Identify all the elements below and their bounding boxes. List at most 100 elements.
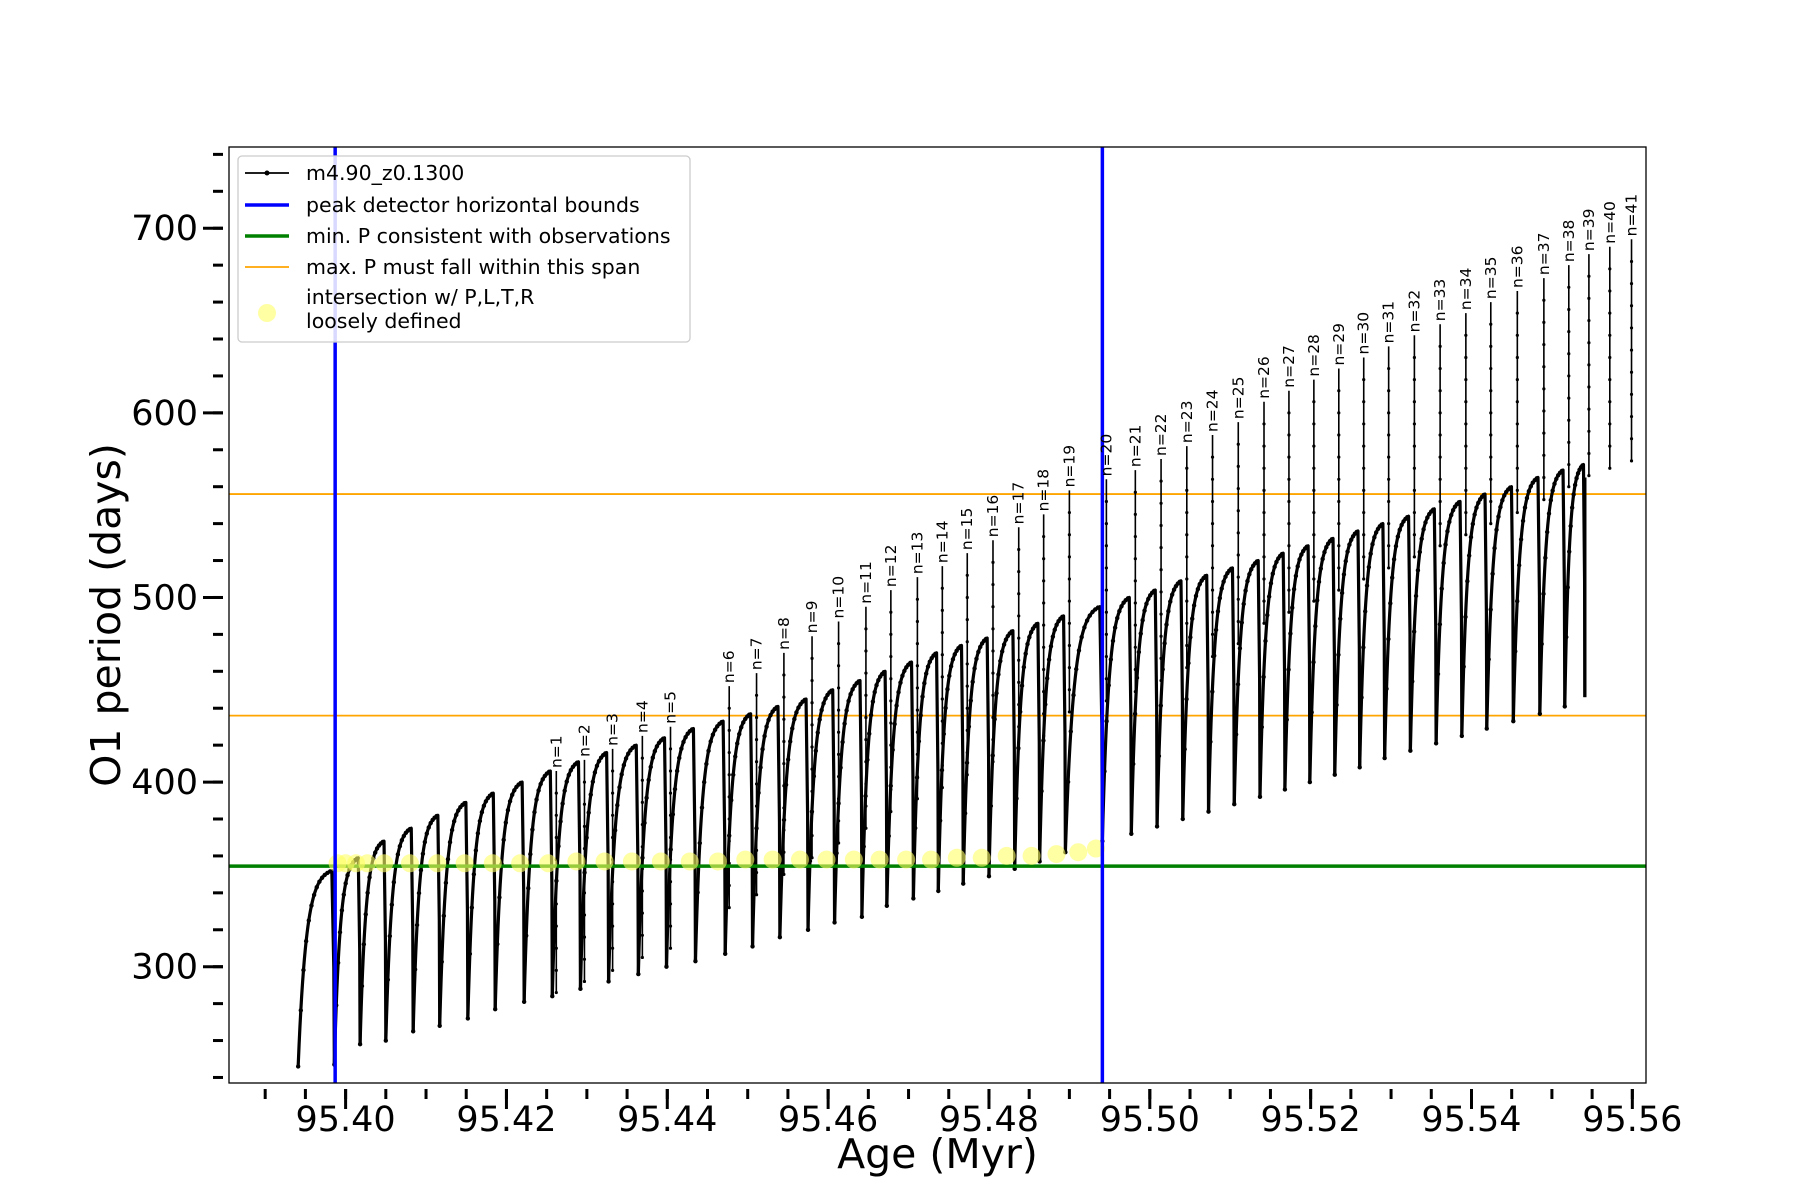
legend-swatch-circle bbox=[258, 304, 276, 322]
series-marker bbox=[1263, 638, 1268, 644]
intersection-point bbox=[680, 852, 699, 871]
spike-marker bbox=[611, 902, 615, 906]
series-marker bbox=[373, 850, 378, 855]
series-marker bbox=[1279, 551, 1285, 557]
series-marker bbox=[1265, 612, 1270, 618]
spike-marker bbox=[782, 762, 786, 766]
series-marker bbox=[677, 755, 682, 761]
series-marker bbox=[1221, 579, 1226, 584]
peak-annotation-label: n=37 bbox=[1535, 233, 1553, 276]
series-marker bbox=[341, 892, 346, 897]
spike-marker bbox=[1412, 422, 1416, 426]
spike-marker bbox=[727, 773, 731, 777]
spike-marker bbox=[915, 664, 919, 668]
series-marker bbox=[1338, 616, 1343, 621]
spike-marker bbox=[1042, 579, 1046, 583]
series-marker bbox=[819, 707, 824, 713]
series-marker bbox=[758, 765, 763, 770]
spike-marker bbox=[727, 883, 731, 888]
spike-marker bbox=[1542, 431, 1546, 435]
series-marker bbox=[298, 1008, 304, 1013]
series-marker bbox=[699, 805, 705, 810]
series-marker bbox=[764, 724, 769, 729]
spike-marker bbox=[754, 738, 759, 742]
series-marker bbox=[1447, 519, 1452, 525]
series-marker bbox=[1488, 607, 1493, 612]
series-marker bbox=[1112, 625, 1118, 630]
spike-marker bbox=[1542, 409, 1546, 413]
spike-marker bbox=[810, 767, 814, 771]
series-marker bbox=[1466, 553, 1472, 558]
series-marker bbox=[874, 682, 879, 688]
intersection-point bbox=[567, 852, 586, 871]
series-marker bbox=[884, 903, 890, 908]
series-marker bbox=[1552, 481, 1557, 487]
series-marker bbox=[1021, 664, 1027, 670]
series-marker bbox=[1177, 579, 1182, 584]
x-tick-label: 95.50 bbox=[1100, 1100, 1200, 1140]
series-marker bbox=[1235, 682, 1241, 687]
spike-marker bbox=[836, 708, 841, 712]
spike-marker bbox=[991, 738, 995, 742]
spike-marker bbox=[640, 800, 644, 804]
series-marker bbox=[1076, 648, 1082, 653]
series-marker bbox=[420, 851, 426, 857]
spike-marker bbox=[1262, 555, 1266, 559]
series-marker bbox=[1144, 601, 1149, 607]
series-marker bbox=[1411, 629, 1417, 634]
series-marker bbox=[479, 809, 485, 815]
spike-marker bbox=[640, 933, 644, 937]
spike-marker bbox=[836, 730, 841, 734]
series-marker bbox=[1500, 498, 1505, 503]
spike-marker bbox=[554, 946, 558, 950]
spike-marker bbox=[1438, 411, 1442, 415]
spike-marker bbox=[1067, 643, 1071, 648]
peak-annotation-label: n=12 bbox=[882, 545, 900, 588]
series-marker bbox=[842, 721, 847, 726]
peak-annotation-label: n=29 bbox=[1330, 323, 1348, 366]
spike-marker bbox=[940, 741, 944, 745]
spike-marker bbox=[554, 880, 558, 884]
plot-frame bbox=[228, 146, 1647, 1084]
series-marker bbox=[1524, 495, 1530, 501]
spike-marker bbox=[1362, 400, 1366, 404]
series-marker bbox=[1140, 618, 1145, 623]
spike-marker bbox=[915, 686, 919, 690]
spike-marker bbox=[1312, 444, 1316, 448]
spike-marker bbox=[754, 715, 759, 720]
spike-marker bbox=[1489, 322, 1493, 326]
series-marker bbox=[1332, 772, 1337, 777]
spike-marker bbox=[1287, 477, 1291, 481]
series-marker bbox=[621, 762, 627, 768]
series-marker bbox=[434, 813, 439, 819]
spike-marker bbox=[1629, 304, 1634, 308]
series-marker bbox=[540, 777, 545, 782]
series-marker bbox=[1082, 625, 1087, 630]
series-marker bbox=[558, 819, 563, 824]
series-marker bbox=[913, 825, 918, 831]
series-marker bbox=[968, 698, 973, 703]
spike-marker bbox=[1133, 557, 1137, 561]
peak-annotation-label: n=5 bbox=[662, 691, 680, 724]
series-marker bbox=[1009, 629, 1014, 634]
series-marker bbox=[927, 659, 933, 664]
series-marker bbox=[1494, 527, 1499, 532]
series-marker bbox=[1324, 544, 1329, 550]
x-tick-label: 95.48 bbox=[939, 1100, 1039, 1140]
series-marker bbox=[1261, 674, 1266, 680]
series-marker bbox=[741, 720, 746, 725]
series-marker bbox=[1232, 802, 1237, 807]
series-marker bbox=[1299, 552, 1304, 557]
spike-marker bbox=[1042, 667, 1046, 672]
series-marker bbox=[706, 748, 711, 754]
spike-marker bbox=[1287, 610, 1291, 614]
peak-annotation-label: n=36 bbox=[1508, 245, 1526, 288]
spike-marker bbox=[1236, 642, 1240, 646]
spike-marker bbox=[889, 632, 893, 636]
series-marker bbox=[646, 777, 651, 783]
spike-marker bbox=[1236, 486, 1240, 491]
spike-marker bbox=[1515, 333, 1519, 337]
series-marker bbox=[1507, 485, 1513, 490]
spike-marker bbox=[1337, 522, 1341, 526]
series-marker bbox=[1254, 559, 1260, 564]
